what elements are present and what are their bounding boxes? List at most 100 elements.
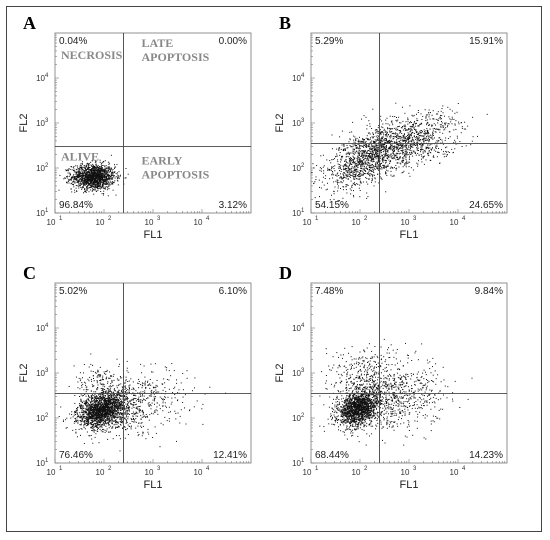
scatter-point: [405, 153, 407, 155]
scatter-point: [353, 162, 355, 164]
scatter-point: [410, 153, 412, 155]
scatter-point: [339, 136, 341, 138]
scatter-point: [366, 145, 367, 147]
scatter-point: [406, 148, 408, 150]
scatter-point: [369, 174, 371, 176]
scatter-point: [422, 135, 424, 137]
scatter-point: [380, 149, 382, 151]
scatter-point: [360, 140, 362, 142]
scatter-point: [88, 182, 90, 184]
scatter-point: [377, 149, 379, 151]
scatter-point: [93, 172, 95, 174]
scatter-point: [98, 408, 100, 410]
scatter-point: [91, 173, 93, 175]
scatter-point: [428, 140, 430, 142]
scatter-point: [353, 139, 355, 141]
scatter-point: [366, 168, 368, 170]
scatter-point: [85, 420, 87, 422]
scatter-point: [321, 181, 323, 183]
scatter-point: [98, 187, 100, 189]
scatter-point: [331, 174, 333, 176]
scatter-point: [446, 154, 448, 156]
scatter-point: [423, 139, 425, 141]
scatter-point: [71, 414, 73, 415]
scatter-point: [420, 134, 422, 136]
scatter-point: [389, 147, 391, 149]
scatter-point: [364, 170, 366, 172]
scatter-point: [124, 382, 126, 384]
scatter-point: [103, 391, 105, 393]
scatter-point: [392, 158, 394, 160]
scatter-point: [345, 161, 347, 163]
scatter-point: [100, 176, 102, 178]
scatter-point: [88, 406, 90, 408]
scatter-point: [423, 150, 425, 152]
scatter-point: [91, 178, 93, 180]
scatter-point: [67, 175, 68, 177]
scatter-point: [425, 132, 427, 134]
scatter-point: [100, 178, 102, 180]
scatter-point: [435, 131, 437, 133]
scatter-point: [362, 171, 364, 173]
scatter-point: [85, 174, 87, 175]
scatter-point: [421, 135, 423, 137]
scatter-point: [420, 135, 422, 137]
scatter-point: [367, 158, 369, 159]
scatter-point: [384, 150, 386, 152]
scatter-point: [403, 137, 405, 139]
scatter-point: [447, 151, 449, 153]
scatter-point: [420, 154, 422, 155]
scatter-point: [415, 144, 416, 146]
scatter-point: [396, 141, 398, 143]
scatter-point: [104, 419, 106, 421]
scatter-point: [91, 413, 93, 415]
scatter-point: [85, 170, 87, 172]
x-tick-label: 10: [450, 218, 459, 227]
scatter-point: [64, 177, 66, 179]
scatter-point: [404, 127, 406, 129]
scatter-point: [105, 171, 107, 173]
scatter-point: [115, 419, 117, 421]
scatter-point: [87, 414, 89, 416]
scatter-point: [106, 393, 108, 395]
scatter-point: [382, 143, 384, 145]
scatter-point: [384, 131, 386, 133]
scatter-point: [78, 173, 79, 175]
scatter-point: [425, 139, 427, 141]
x-tick-label: 10: [401, 218, 410, 227]
scatter-point: [122, 389, 123, 391]
scatter-point: [395, 129, 397, 131]
scatter-point: [117, 411, 119, 413]
scatter-point: [79, 169, 81, 170]
scatter-point: [362, 151, 364, 152]
scatter-point: [372, 179, 373, 181]
scatter-point: [334, 165, 336, 167]
scatter-point: [368, 170, 370, 172]
scatter-point: [414, 128, 416, 130]
scatter-point: [423, 140, 425, 142]
scatter-point: [85, 388, 87, 390]
scatter-point: [85, 179, 87, 181]
scatter-point: [356, 146, 358, 148]
scatter-point: [340, 168, 342, 170]
scatter-point: [460, 132, 462, 134]
scatter-point: [358, 178, 360, 180]
scatter-point: [366, 144, 367, 146]
scatter-point: [409, 149, 411, 151]
scatter-point: [437, 151, 439, 153]
scatter-point: [100, 430, 102, 432]
scatter-point: [444, 124, 446, 126]
scatter-point: [75, 176, 76, 178]
scatter-point: [451, 116, 453, 118]
scatter-point: [384, 153, 386, 155]
scatter-point: [96, 167, 98, 169]
scatter-point: [437, 111, 439, 113]
scatter-point: [109, 167, 111, 169]
scatter-point: [413, 150, 415, 152]
scatter-point: [82, 169, 84, 170]
scatter-point: [82, 161, 83, 163]
scatter-point: [78, 171, 80, 173]
scatter-point: [344, 165, 346, 167]
scatter-point: [360, 167, 362, 169]
scatter-point: [93, 171, 95, 173]
